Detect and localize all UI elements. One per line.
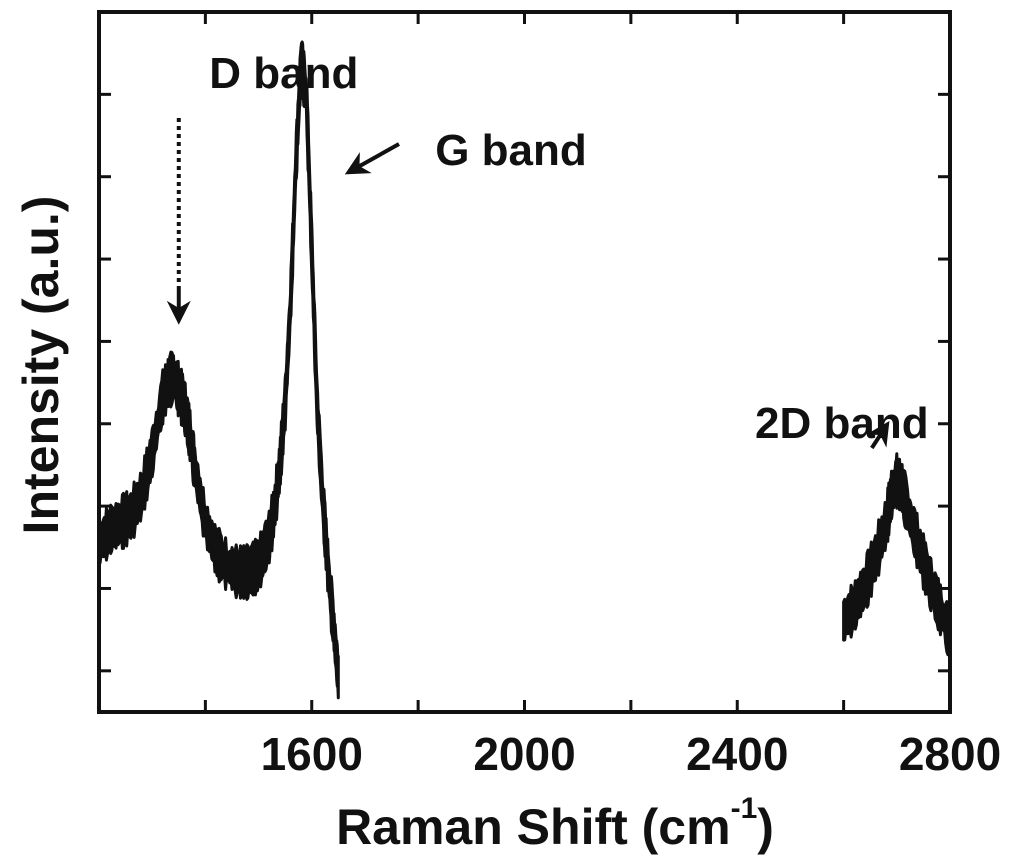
x-tick-label: 2800 xyxy=(899,728,1001,780)
x-tick-label: 2400 xyxy=(686,728,788,780)
band-annotations: D band G band 2D band xyxy=(166,49,929,450)
d-band-label: D band xyxy=(209,49,358,98)
twod-band-arrow xyxy=(866,420,890,450)
axis-ticks xyxy=(97,12,952,712)
x-tick-label: 1600 xyxy=(261,728,363,780)
x-tick-label: 2000 xyxy=(473,728,575,780)
spectrum-trace xyxy=(842,452,952,657)
g-band-arrow xyxy=(344,142,400,175)
spectrum-series xyxy=(97,40,952,700)
twod-band-label: 2D band xyxy=(755,399,929,448)
y-axis-title: Intensity (a.u.) xyxy=(13,196,69,535)
g-band-label: G band xyxy=(435,126,587,175)
x-tick-labels: 1600 2000 2400 2800 xyxy=(261,728,1002,780)
plot-frame xyxy=(97,10,952,714)
spectrum-trace xyxy=(97,40,340,700)
x-axis-title: Raman Shift (cm-1) xyxy=(336,792,774,855)
